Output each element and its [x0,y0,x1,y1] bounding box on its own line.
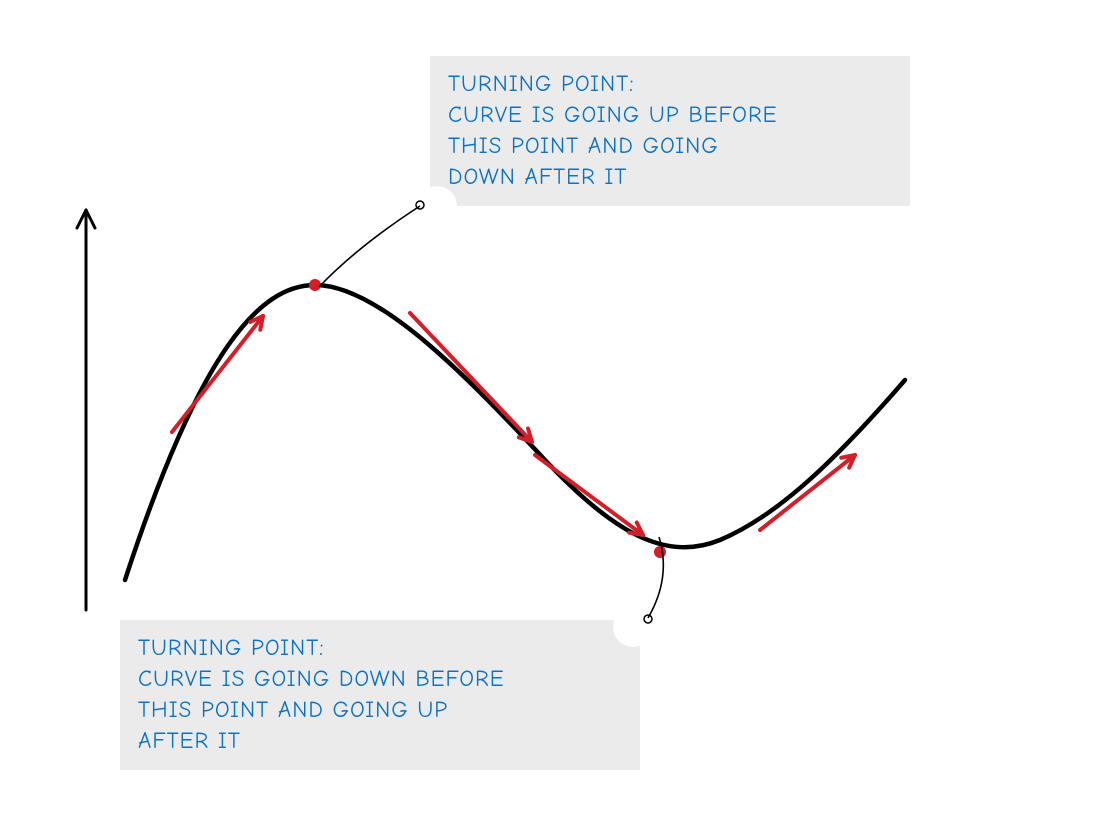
turning-point-dot [654,546,666,558]
diagram-svg [0,0,1100,838]
diagram-stage: TURNING POINT: CURVE IS GOING UP BEFORE … [0,0,1100,838]
tangent-arrow [760,455,855,530]
tangent-arrow [410,313,532,442]
tangent-arrow [535,455,643,535]
leader-line-top [319,206,420,287]
leader-anchor-icon [644,615,652,623]
turning-point-dot [309,279,321,291]
cubic-curve [125,285,905,580]
tangent-arrow [172,316,263,432]
annotation-notch-bottom [613,607,653,647]
